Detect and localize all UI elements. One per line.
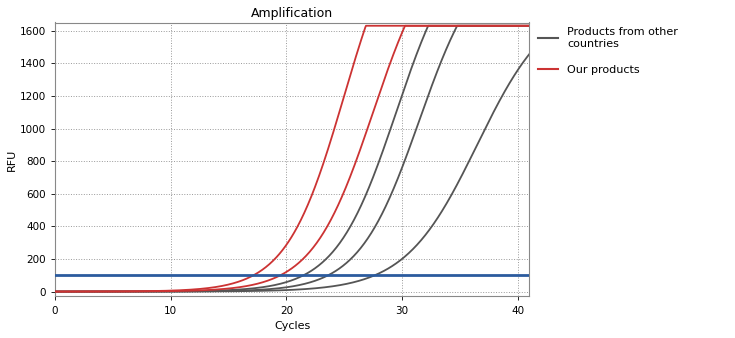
X-axis label: Cycles: Cycles — [274, 321, 310, 331]
Y-axis label: RFU: RFU — [7, 148, 17, 171]
Title: Amplification: Amplification — [251, 7, 333, 20]
Legend: Products from other
countries, Our products: Products from other countries, Our produ… — [534, 23, 683, 80]
